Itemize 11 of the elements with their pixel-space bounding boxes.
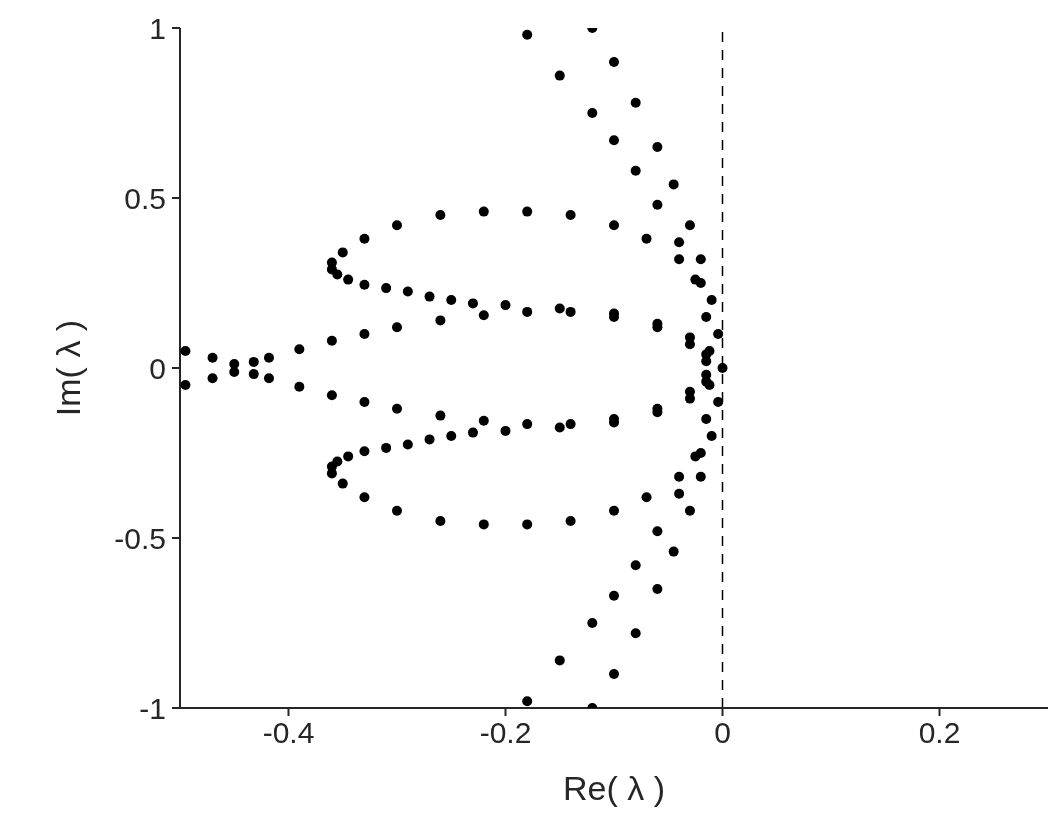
y-tick-label: 0.5	[124, 181, 166, 215]
x-axis-title: Re( λ )	[563, 769, 665, 807]
y-tick-label: -1	[139, 691, 166, 725]
x-tick-label: 0.2	[918, 716, 961, 750]
x-tick-label: -0.2	[479, 716, 532, 750]
y-tick-label: 1	[149, 11, 166, 45]
x-tick-label: 0	[714, 716, 731, 750]
y-tick-label: 0	[149, 351, 166, 385]
x-tick-label: -0.4	[262, 716, 315, 750]
y-tick-label: -0.5	[114, 521, 166, 555]
y-axis-title: Im( λ )	[49, 319, 88, 417]
